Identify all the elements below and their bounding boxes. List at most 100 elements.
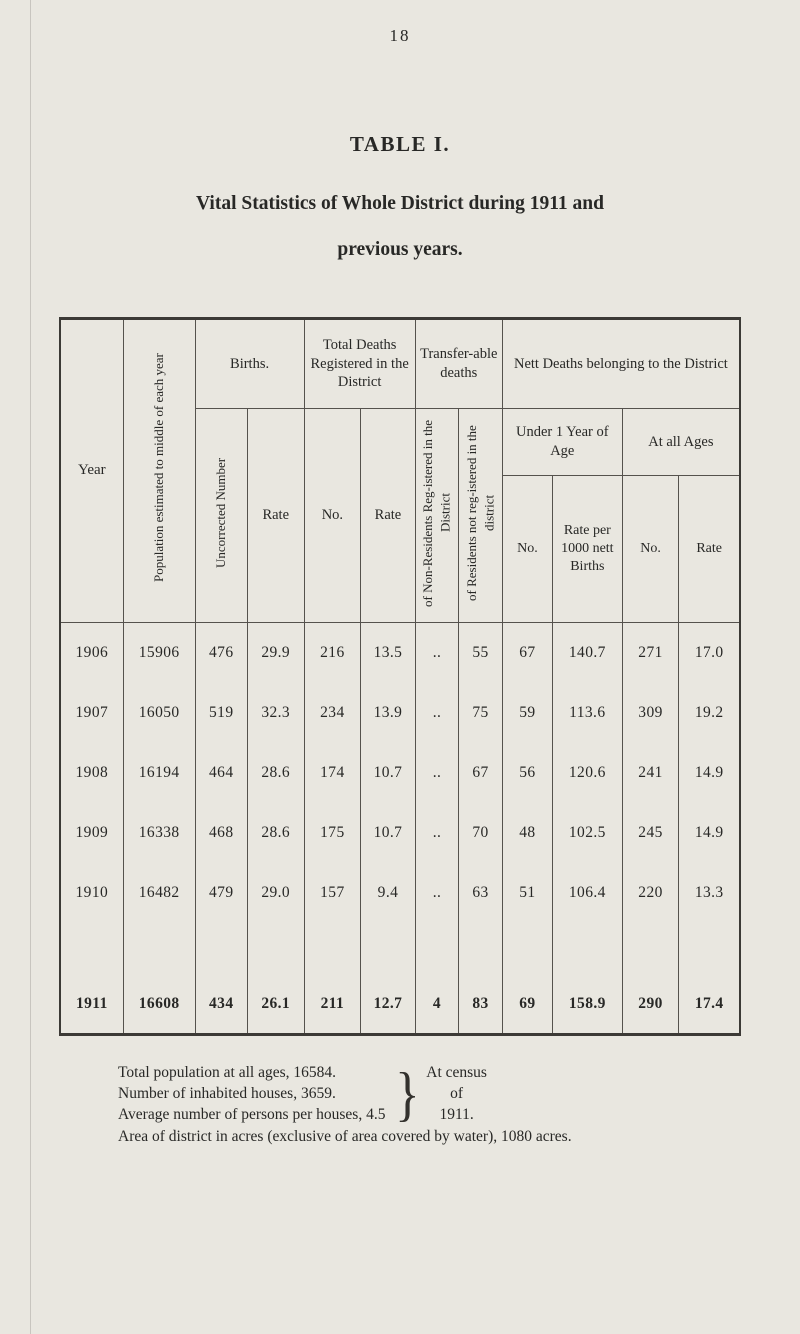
census-note-line-1: At census (426, 1064, 487, 1081)
cell-transfer-nonres: .. (414, 803, 460, 863)
cell-year: 1907 (59, 683, 124, 743)
cell-deaths-rate: 10.7 (360, 743, 416, 803)
header-deaths-rate: Rate (360, 408, 416, 623)
cell-under1-rate: 120.6 (551, 743, 623, 803)
cell-allages-no: 220 (621, 863, 680, 923)
cell-births-number: 476 (194, 622, 248, 683)
cell-births-number: 468 (194, 803, 248, 863)
cell-transfer-res: 75 (458, 683, 503, 743)
cell-transfer-res: 70 (458, 803, 503, 863)
cell-allages-rate: 19.2 (678, 683, 741, 743)
cell-transfer-nonres: .. (414, 743, 460, 803)
cell-transfer-nonres: 4 (414, 923, 460, 1035)
table-row-1908: 1908 16194 464 28.6 174 10.7 .. 67 56 12… (59, 743, 741, 803)
cell-transfer-nonres: .. (414, 622, 460, 683)
subtitle-line-1: Vital Statistics of Whole District durin… (196, 193, 604, 214)
cell-deaths-rate: 12.7 (360, 923, 416, 1035)
cell-allages-rate: 14.9 (678, 743, 741, 803)
vital-statistics-table: Year Population estimated to middle of e… (59, 317, 741, 1036)
cell-year: 1909 (59, 803, 124, 863)
cell-allages-no: 309 (621, 683, 680, 743)
page-number: 18 (389, 26, 411, 45)
cell-births-number: 464 (194, 743, 248, 803)
cell-under1-rate: 140.7 (551, 622, 623, 683)
table-row-1906: 1906 15906 476 29.9 216 13.5 .. 55 67 14… (59, 622, 741, 683)
cell-transfer-nonres: .. (414, 683, 460, 743)
cell-births-rate: 32.3 (246, 683, 305, 743)
header-births-uncorrected-number: Uncorrected Number (194, 408, 248, 623)
cell-allages-rate: 17.0 (678, 622, 741, 683)
cell-population: 16194 (122, 743, 196, 803)
census-note-line-2: of (450, 1085, 464, 1102)
cell-under1-no: 59 (501, 683, 553, 743)
cell-transfer-res: 67 (458, 743, 503, 803)
cell-transfer-res: 63 (458, 863, 503, 923)
footer-inhabited-houses: Number of inhabited houses, 3659. (118, 1085, 336, 1102)
cell-transfer-nonres: .. (414, 863, 460, 923)
cell-population: 16338 (122, 803, 196, 863)
cell-deaths-rate: 10.7 (360, 803, 416, 863)
cell-year: 1910 (59, 863, 124, 923)
cell-year: 1908 (59, 743, 124, 803)
cell-population: 16608 (122, 923, 196, 1035)
header-transfer-non-residents: of Non-Residents Reg-istered in the Dist… (414, 408, 460, 623)
cell-allages-no: 241 (621, 743, 680, 803)
table-row-1911: 1911 16608 434 26.1 211 12.7 4 83 69 158… (59, 923, 741, 1035)
table-body: 1906 15906 476 29.9 216 13.5 .. 55 67 14… (59, 622, 741, 1035)
cell-under1-no: 69 (501, 923, 553, 1035)
cell-deaths-no: 216 (303, 622, 362, 683)
cell-year: 1906 (59, 622, 124, 683)
cell-deaths-no: 174 (303, 743, 362, 803)
cell-deaths-no: 234 (303, 683, 362, 743)
footer-persons-per-house: Average number of persons per houses, 4.… (118, 1106, 386, 1123)
cell-births-rate: 28.6 (246, 743, 305, 803)
footer-district-area: Area of district in acres (exclusive of … (118, 1128, 572, 1145)
header-transfer-residents-label: of Residents not reg-istered in the dist… (464, 424, 497, 601)
header-population: Population estimated to middle of each y… (122, 318, 196, 623)
header-births-rate: Rate (246, 408, 305, 623)
cell-year: 1911 (59, 923, 124, 1035)
cell-allages-no: 290 (621, 923, 680, 1035)
cell-deaths-no: 157 (303, 863, 362, 923)
cell-population: 16050 (122, 683, 196, 743)
cell-allages-rate: 14.9 (678, 803, 741, 863)
cell-transfer-res: 83 (458, 923, 503, 1035)
cell-births-rate: 29.9 (246, 622, 305, 683)
cell-allages-no: 271 (621, 622, 680, 683)
footer-statistics-lines: Total population at all ages, 16584. Num… (118, 1062, 385, 1125)
header-births-uncorrected-label: Uncorrected Number (213, 457, 229, 568)
cell-under1-rate: 106.4 (551, 863, 623, 923)
cell-allages-no: 245 (621, 803, 680, 863)
cell-births-number: 434 (194, 923, 248, 1035)
cell-births-rate: 28.6 (246, 803, 305, 863)
header-total-deaths: Total Deaths Registered in the District (303, 318, 416, 409)
cell-deaths-rate: 13.9 (360, 683, 416, 743)
footer-census-group: Total population at all ages, 16584. Num… (118, 1062, 800, 1125)
cell-under1-rate: 102.5 (551, 803, 623, 863)
cell-deaths-no: 175 (303, 803, 362, 863)
table-subtitle: Vital Statistics of Whole District durin… (0, 181, 800, 273)
header-all-ages-rate: Rate (678, 475, 741, 623)
header-at-all-ages: At all Ages (621, 408, 741, 476)
table-row-1907: 1907 16050 519 32.3 234 13.9 .. 75 59 11… (59, 683, 741, 743)
header-under-one-no: No. (501, 475, 553, 623)
header-deaths-no: No. (303, 408, 362, 623)
header-transferable-deaths: Transfer-able deaths (414, 318, 503, 409)
cell-births-rate: 26.1 (246, 923, 305, 1035)
header-transfer-residents: of Residents not reg-istered in the dist… (458, 408, 503, 623)
header-nett-deaths: Nett Deaths belonging to the District (501, 318, 741, 409)
footer-total-population: Total population at all ages, 16584. (118, 1064, 337, 1081)
cell-births-number: 479 (194, 863, 248, 923)
cell-allages-rate: 17.4 (678, 923, 741, 1035)
header-under-one-year: Under 1 Year of Age (501, 408, 623, 476)
census-note-line-3: 1911. (439, 1106, 474, 1123)
scan-page-edge (30, 0, 31, 1334)
cell-under1-no: 51 (501, 863, 553, 923)
cell-under1-no: 56 (501, 743, 553, 803)
table-header: Year Population estimated to middle of e… (59, 318, 741, 623)
cell-births-number: 519 (194, 683, 248, 743)
cell-population: 15906 (122, 622, 196, 683)
header-transfer-non-residents-label: of Non-Residents Reg-istered in the Dist… (420, 419, 453, 607)
table-row-1909: 1909 16338 468 28.6 175 10.7 .. 70 48 10… (59, 803, 741, 863)
cell-deaths-rate: 13.5 (360, 622, 416, 683)
